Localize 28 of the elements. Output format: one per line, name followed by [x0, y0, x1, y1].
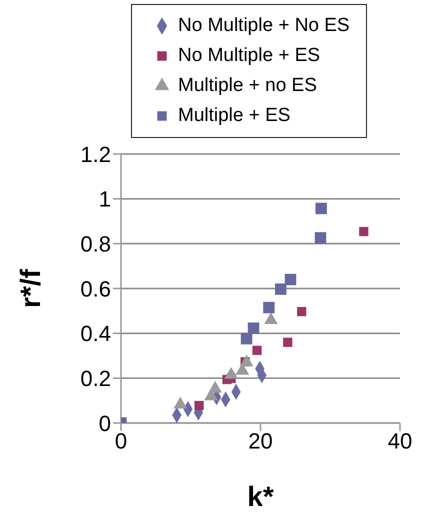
y-tick-label: 0.8	[80, 231, 111, 256]
y-tick-label: 0.6	[80, 276, 111, 302]
x-axis-title: k*	[247, 481, 274, 512]
point	[283, 338, 292, 347]
legend-label: No Multiple + No ES	[178, 15, 350, 36]
legend-label: No Multiple + ES	[178, 45, 320, 66]
point	[315, 202, 327, 214]
y-axis-title: r*/f	[14, 268, 46, 308]
y-tick-label: 1.2	[80, 142, 111, 167]
point	[240, 333, 252, 344]
legend-label: Multiple + no ES	[178, 75, 317, 96]
legend-label: Multiple + ES	[178, 105, 290, 126]
point	[275, 283, 286, 295]
y-tick-label: 0	[98, 410, 111, 436]
x-tick-label: 0	[114, 428, 128, 454]
y-tick-label: 0.2	[80, 366, 111, 391]
point	[314, 232, 326, 244]
x-tick-label: 20	[248, 428, 273, 454]
point	[359, 226, 368, 236]
y-tick-label: 1	[98, 186, 111, 212]
point	[263, 302, 275, 314]
point	[248, 322, 260, 334]
point	[194, 400, 204, 410]
point	[284, 274, 296, 286]
y-tick-label: 0.4	[80, 321, 111, 346]
x-tick-label: 40	[388, 428, 412, 454]
point	[297, 306, 306, 316]
point	[252, 346, 262, 355]
